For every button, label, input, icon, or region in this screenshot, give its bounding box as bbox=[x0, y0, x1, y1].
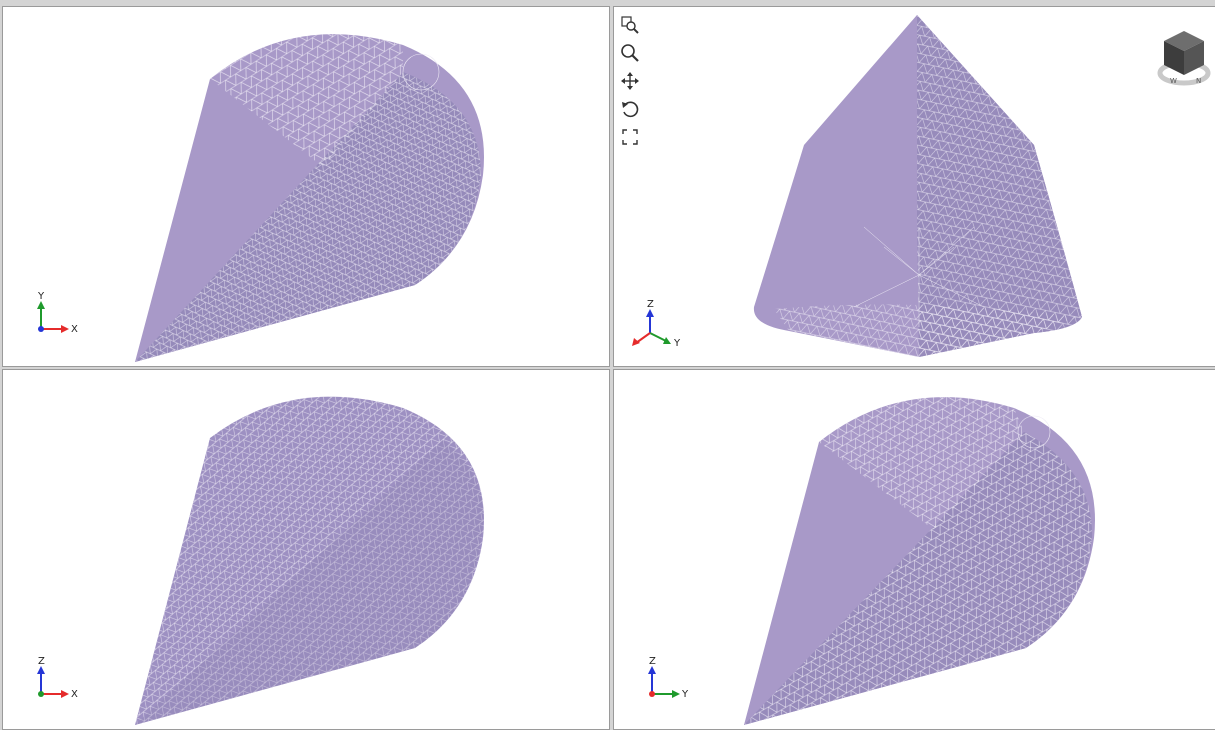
axis-label-vertical: Z bbox=[649, 656, 656, 667]
axis-label-vertical: Z bbox=[647, 299, 654, 310]
mesh-wireframe bbox=[917, 15, 1082, 357]
mesh-model[interactable] bbox=[3, 7, 609, 366]
mesh-model[interactable] bbox=[614, 370, 1215, 729]
viewport-bottom-left[interactable]: Z X bbox=[2, 369, 610, 730]
axis-label-vertical: Y bbox=[37, 291, 45, 302]
mesh-model[interactable] bbox=[614, 7, 1215, 366]
viewport-bottom-right[interactable]: Z Y bbox=[613, 369, 1215, 730]
svg-text:W: W bbox=[1170, 77, 1177, 85]
axis-triad: Z Y bbox=[628, 299, 698, 351]
axis-label-vertical: Z bbox=[38, 656, 45, 667]
axis-label-horizontal: Y bbox=[681, 689, 689, 700]
axis-label-horizontal: X bbox=[71, 689, 78, 700]
axis-triad: Y X bbox=[29, 291, 89, 337]
axis-triad: Z X bbox=[29, 656, 89, 702]
viewport-top-left[interactable]: Y X bbox=[2, 6, 610, 367]
svg-text:N: N bbox=[1196, 77, 1201, 85]
axis-triad: Z Y bbox=[640, 656, 700, 702]
mesh-model[interactable] bbox=[3, 370, 609, 729]
viewport-top-right[interactable]: W N Z Y bbox=[613, 6, 1215, 367]
axis-label-horizontal: X bbox=[71, 324, 78, 335]
mesh-bottom-wireframe bbox=[774, 305, 1079, 358]
view-cube-icon[interactable]: W N bbox=[1156, 25, 1212, 91]
axis-label-horizontal: Y bbox=[673, 338, 681, 349]
